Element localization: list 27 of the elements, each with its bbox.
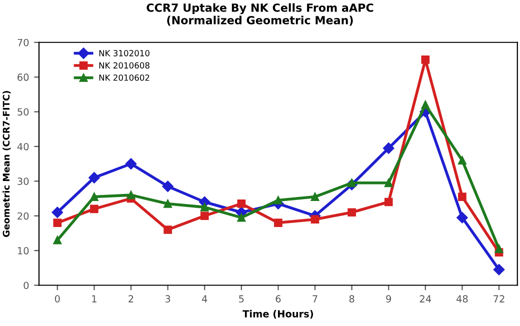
y-tick-label: 20 [18,212,29,220]
x-tick-label: 5 [239,295,244,302]
chart-title: CCR7 Uptake By NK Cells From aAPC (Normalized Geometric Mean) [146,3,374,26]
x-tick-label: 48 [456,295,468,302]
x-tick-label: 7 [312,295,318,302]
x-tick-label: 9 [386,295,392,302]
x-tick-label: 1 [92,295,96,302]
x-tick-label: 8 [349,295,354,302]
x-tick-label: 3 [165,295,170,302]
x-axis-title: Time (Hours) [242,310,314,319]
y-tick-label: 40 [17,142,29,150]
y-tick-label: 60 [18,74,29,81]
x-tick-label: 6 [276,295,281,302]
x-tick-label: 2 [128,295,134,302]
legend-label: NK 3102010 [99,50,150,56]
legend-label: NK 2010602 [99,74,150,81]
y-axis-title: Geometric Mean (CCR7-FITC) [2,91,11,237]
x-tick-label: 0 [54,295,60,302]
legend-label: NK 2010608 [99,62,150,69]
x-tick-label: 24 [420,295,432,302]
y-tick-label: 0 [24,282,29,290]
y-tick-label: 10 [18,247,29,254]
x-tick-label: 4 [202,295,208,302]
y-tick-label: 50 [18,108,29,116]
y-tick-label: 70 [18,38,29,46]
x-tick-label: 72 [494,295,504,302]
y-tick-label: 30 [18,178,29,185]
